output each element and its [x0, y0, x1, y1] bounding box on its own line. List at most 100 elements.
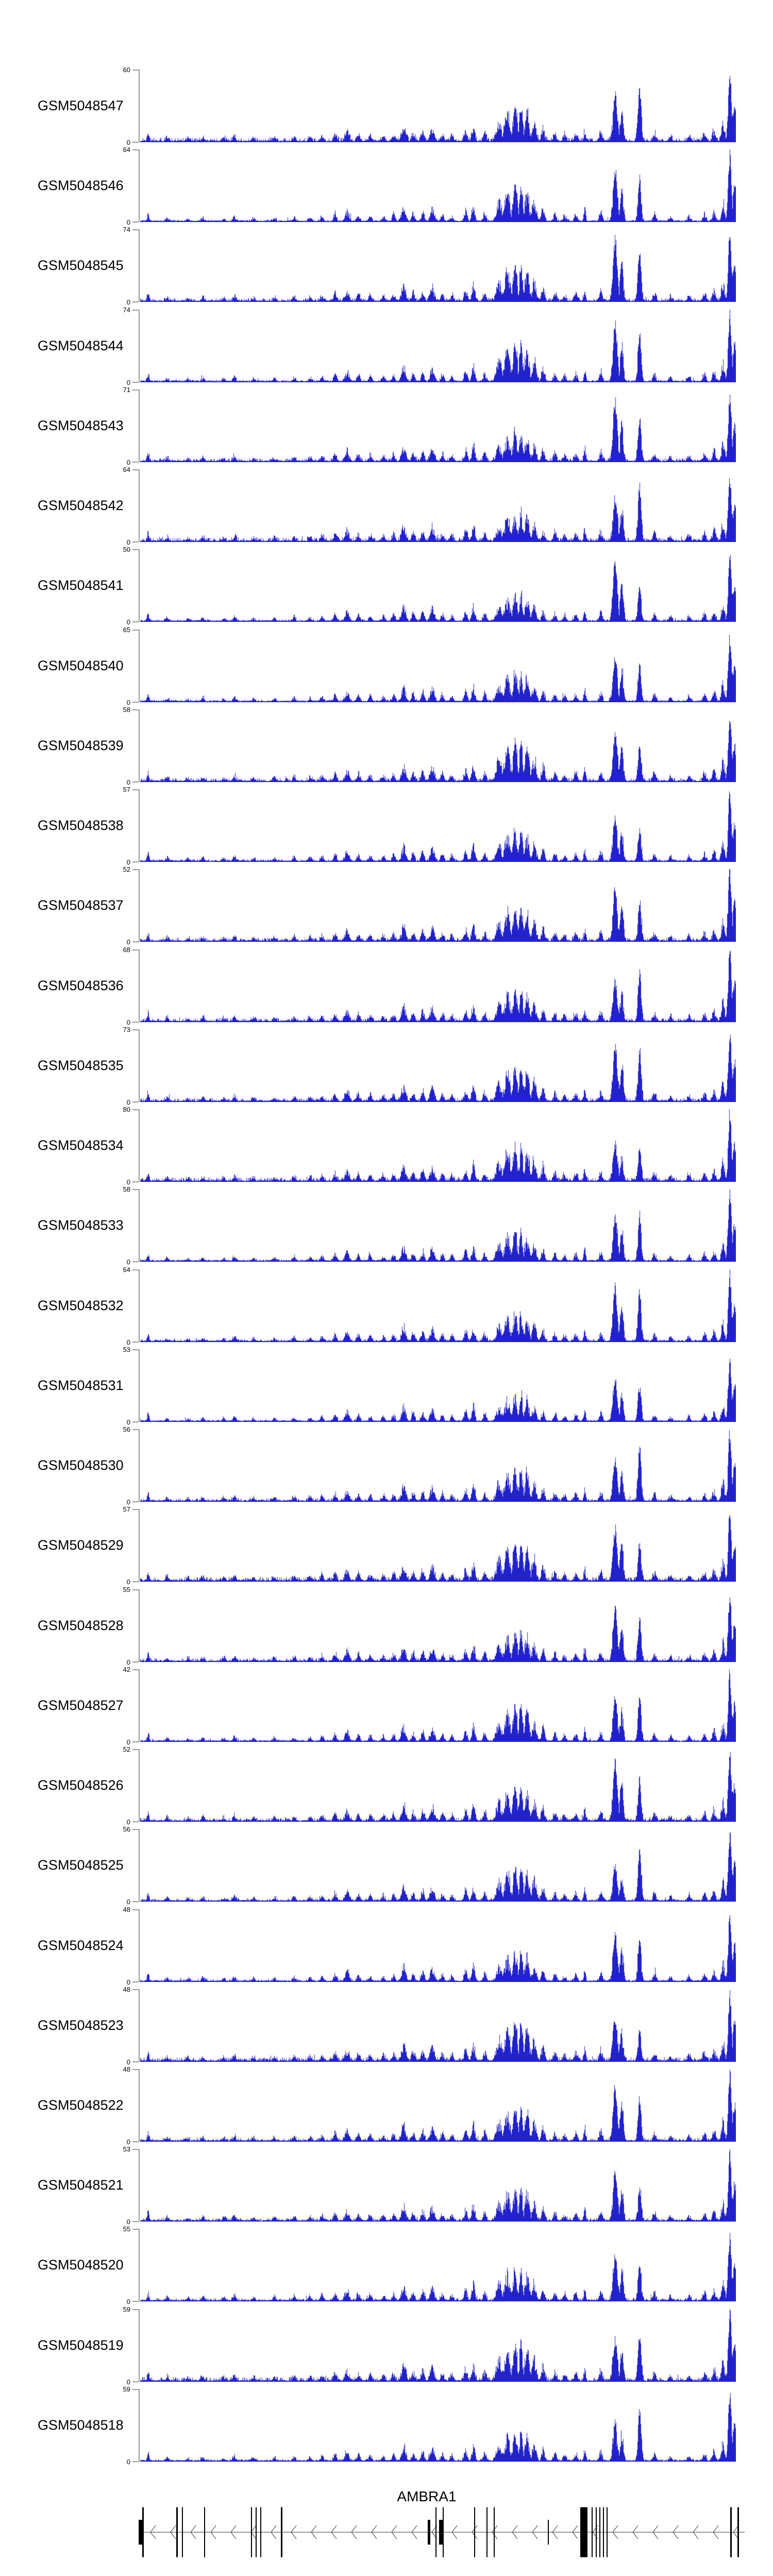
y-axis-max-label: 68: [123, 946, 130, 954]
y-axis-max-label: 48: [123, 1906, 130, 1913]
y-axis-zero-label: 0: [126, 379, 130, 386]
y-axis-line: [139, 149, 140, 222]
y-axis-line: [139, 310, 140, 382]
gene-exon: [204, 2507, 205, 2557]
signal-track-row: GSM5048525 56 0: [0, 1825, 773, 1906]
y-axis-line: [139, 709, 140, 782]
y-axis-tick: [132, 2141, 139, 2142]
y-axis-line: [139, 549, 140, 622]
y-axis-tick: [132, 950, 139, 951]
track-label: GSM5048541: [38, 577, 124, 593]
y-axis-max-label: 73: [123, 1026, 130, 1033]
minus-strand-arrow-icon: [652, 2525, 659, 2539]
y-axis-line: [139, 1349, 140, 1422]
y-axis-tick: [132, 1029, 139, 1030]
gene-exon: [548, 2520, 549, 2545]
coverage-signal-plot: [140, 229, 736, 302]
y-axis-tick: [132, 229, 139, 230]
coverage-signal-plot: [140, 1669, 736, 1742]
y-axis-tick: [132, 1901, 139, 1902]
signal-track-row: GSM5048546 64 0: [0, 146, 773, 226]
y-axis-max-label: 74: [123, 306, 130, 314]
y-axis-tick: [132, 2381, 139, 2382]
track-label: GSM5048531: [38, 1377, 124, 1393]
y-axis-zero-label: 0: [126, 1738, 130, 1746]
y-axis-zero-label: 0: [126, 1498, 130, 1506]
y-axis-zero-label: 0: [126, 1098, 130, 1106]
coverage-signal-plot: [140, 2389, 736, 2462]
minus-strand-arrow-icon: [271, 2525, 277, 2539]
minus-strand-arrow-icon: [733, 2525, 739, 2539]
y-axis-line: [139, 1269, 140, 1342]
y-axis-tick: [132, 789, 139, 790]
track-label: GSM5048530: [38, 1457, 124, 1473]
signal-track-row: GSM5048534 80 0: [0, 1106, 773, 1186]
minus-strand-arrow-icon: [210, 2525, 216, 2539]
y-axis-line: [139, 869, 140, 942]
signal-track-row: GSM5048542 64 0: [0, 466, 773, 546]
y-axis-max-label: 57: [123, 1505, 130, 1513]
y-axis-zero-label: 0: [126, 1658, 130, 1666]
y-axis-max-label: 56: [123, 1426, 130, 1433]
coverage-signal-plot: [140, 1349, 736, 1422]
signal-track-row: GSM5048522 48 0: [0, 2065, 773, 2146]
y-axis-tick: [132, 1421, 139, 1422]
y-axis-zero-label: 0: [126, 1578, 130, 1586]
y-axis-zero-label: 0: [126, 218, 130, 226]
y-axis-tick: [132, 782, 139, 783]
gene-name-label: AMBRA1: [397, 2488, 457, 2504]
gene-exon: [142, 2507, 144, 2557]
signal-track-row: GSM5048524 48 0: [0, 1906, 773, 1986]
y-axis-line: [139, 2149, 140, 2222]
y-axis-zero-label: 0: [126, 1019, 130, 1026]
y-axis-tick: [132, 1022, 139, 1023]
track-label: GSM5048540: [38, 657, 124, 673]
y-axis-tick: [132, 70, 139, 71]
y-axis-max-label: 65: [123, 626, 130, 634]
minus-strand-arrow-icon: [693, 2525, 699, 2539]
track-label: GSM5048529: [38, 1537, 124, 1553]
signal-track-row: GSM5048535 73 0: [0, 1026, 773, 1106]
y-axis-max-label: 56: [123, 1825, 130, 1833]
y-axis-zero-label: 0: [126, 1178, 130, 1186]
signal-track-row: GSM5048547 60 0: [0, 66, 773, 146]
y-axis-tick: [132, 1581, 139, 1582]
signal-track-row: GSM5048519 59 0: [0, 2306, 773, 2386]
y-axis-zero-label: 0: [126, 1978, 130, 1986]
gene-exon: [730, 2507, 732, 2557]
signal-track-row: GSM5048528 55 0: [0, 1586, 773, 1666]
gene-model-track: [139, 2507, 745, 2557]
y-axis-tick: [132, 1821, 139, 1822]
y-axis-line: [139, 1829, 140, 1902]
track-label: GSM5048539: [38, 737, 124, 753]
y-axis-line: [139, 1989, 140, 2062]
minus-strand-arrow-icon: [411, 2525, 417, 2539]
y-axis-tick: [132, 1669, 139, 1670]
minus-strand-arrow-icon: [371, 2525, 377, 2539]
coverage-signal-plot: [140, 70, 736, 142]
y-axis-max-label: 80: [123, 1106, 130, 1113]
y-axis-zero-label: 0: [126, 858, 130, 866]
coverage-signal-plot: [140, 1029, 736, 1102]
signal-track-row: GSM5048530 56 0: [0, 1426, 773, 1506]
signal-track-row: GSM5048520 55 0: [0, 2225, 773, 2306]
gene-exon: [428, 2520, 430, 2545]
y-axis-line: [139, 1749, 140, 1822]
y-axis-tick: [132, 709, 139, 710]
coverage-signal-plot: [140, 149, 736, 222]
coverage-signal-plot: [140, 1189, 736, 1262]
y-axis-line: [139, 1109, 140, 1182]
y-axis-tick: [132, 469, 139, 470]
track-label: GSM5048544: [38, 337, 124, 353]
y-axis-tick: [132, 1349, 139, 1350]
y-axis-max-label: 64: [123, 1266, 130, 1274]
signal-track-row: GSM5048532 64 0: [0, 1266, 773, 1346]
y-axis-tick: [132, 2389, 139, 2390]
y-axis-tick: [132, 541, 139, 543]
minus-strand-arrow-icon: [291, 2525, 297, 2539]
track-label: GSM5048545: [38, 257, 124, 273]
y-axis-tick: [132, 702, 139, 703]
y-axis-tick: [132, 2061, 139, 2062]
gene-exon: [256, 2507, 257, 2557]
gene-exon: [474, 2507, 475, 2557]
